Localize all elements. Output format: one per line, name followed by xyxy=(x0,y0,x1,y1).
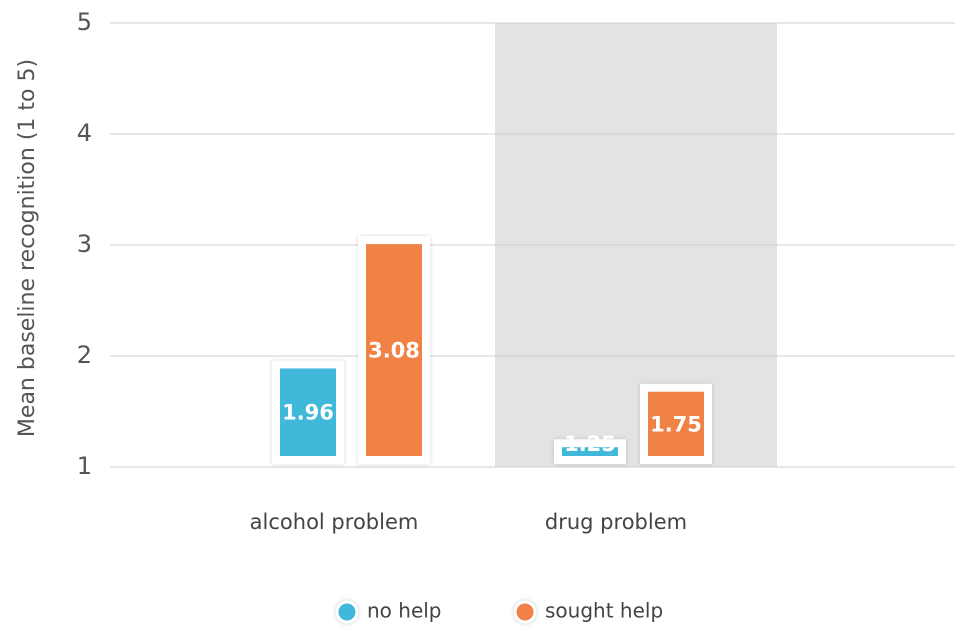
y-tick-label: 2 xyxy=(77,341,92,369)
value-label: 1.25 xyxy=(564,432,616,456)
x-tick-label: alcohol problem xyxy=(250,510,419,534)
x-tick-label: drug problem xyxy=(545,510,687,534)
bar xyxy=(358,236,430,464)
y-tick-label: 1 xyxy=(77,452,92,480)
y-tick-label: 3 xyxy=(77,230,92,258)
bar xyxy=(640,383,712,464)
value-label: 1.96 xyxy=(282,401,334,425)
legend-label: sought help xyxy=(545,599,663,623)
y-tick-label: 4 xyxy=(77,119,92,147)
value-label: 3.08 xyxy=(368,339,420,363)
bar xyxy=(554,439,626,464)
legend-swatch xyxy=(513,600,537,624)
legend-swatch xyxy=(335,600,359,624)
legend-label: no help xyxy=(367,599,442,623)
bar xyxy=(272,360,344,464)
value-label: 1.75 xyxy=(650,412,702,436)
y-tick-label: 5 xyxy=(77,8,92,36)
y-axis-label: Mean baseline recognition (1 to 5) xyxy=(15,59,40,437)
